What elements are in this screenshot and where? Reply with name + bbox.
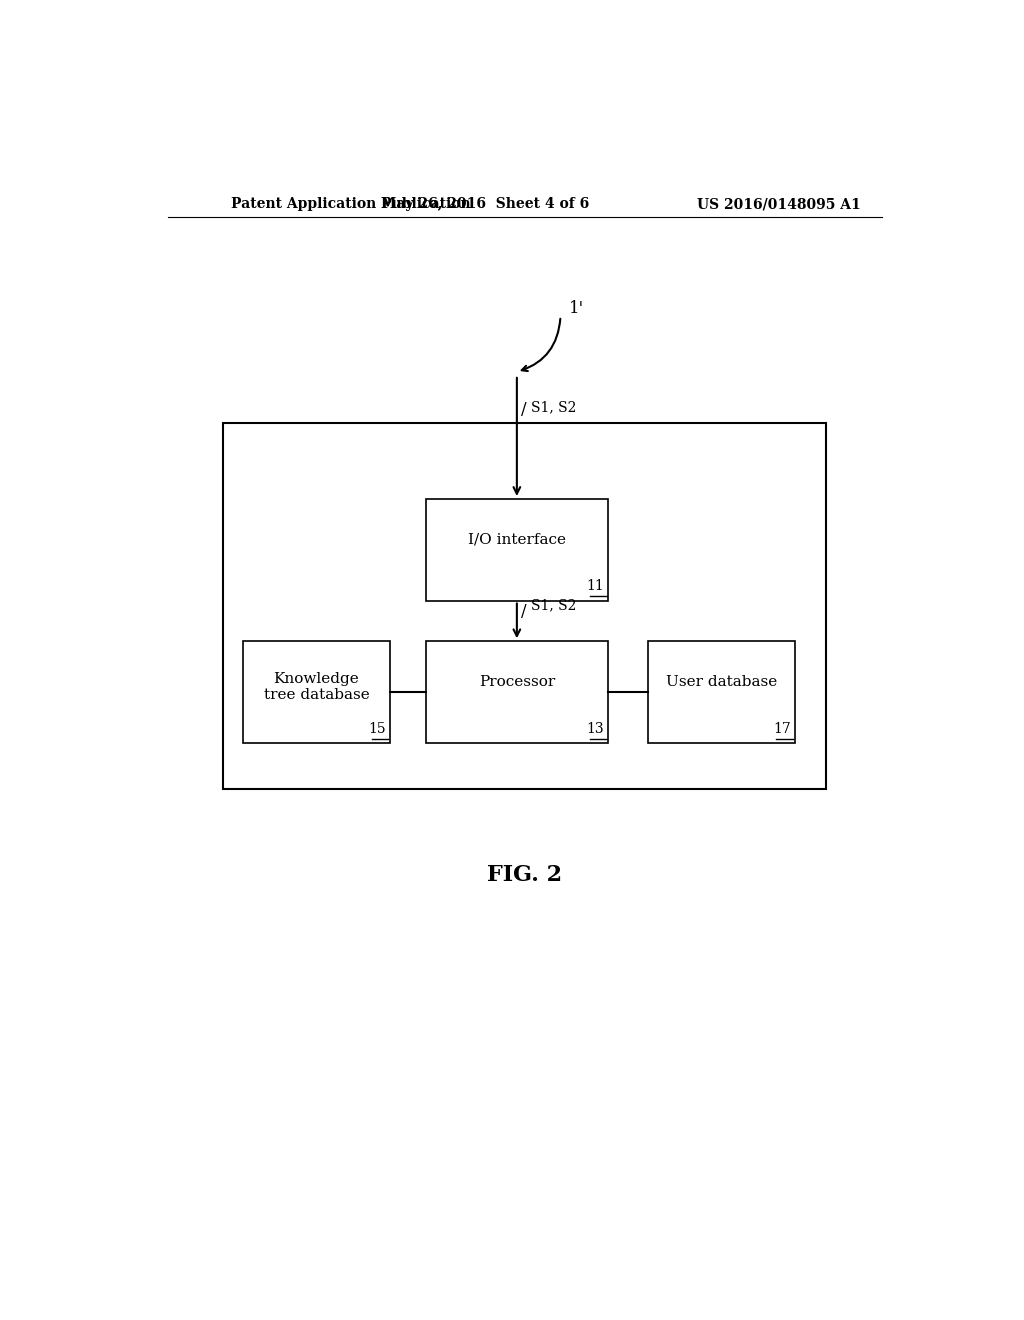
Bar: [426, 642, 608, 743]
Bar: [243, 642, 390, 743]
Text: Processor: Processor: [479, 675, 555, 689]
Text: User database: User database: [666, 675, 777, 689]
Text: 17: 17: [773, 722, 791, 735]
Text: 11: 11: [587, 579, 604, 594]
Bar: [648, 642, 795, 743]
Text: FIG. 2: FIG. 2: [487, 865, 562, 886]
Text: S1, S2: S1, S2: [531, 598, 577, 612]
Text: /: /: [521, 400, 526, 417]
Text: /: /: [521, 602, 526, 619]
Text: I/O interface: I/O interface: [468, 532, 566, 546]
Text: 15: 15: [369, 722, 386, 735]
Text: US 2016/0148095 A1: US 2016/0148095 A1: [697, 197, 860, 211]
Text: May 26, 2016  Sheet 4 of 6: May 26, 2016 Sheet 4 of 6: [381, 197, 589, 211]
Bar: [223, 422, 826, 788]
Bar: [426, 499, 608, 601]
Text: 1': 1': [568, 301, 584, 317]
Text: 13: 13: [587, 722, 604, 735]
Text: Knowledge
tree database: Knowledge tree database: [263, 672, 370, 702]
Text: Patent Application Publication: Patent Application Publication: [231, 197, 471, 211]
Text: S1, S2: S1, S2: [531, 400, 577, 414]
